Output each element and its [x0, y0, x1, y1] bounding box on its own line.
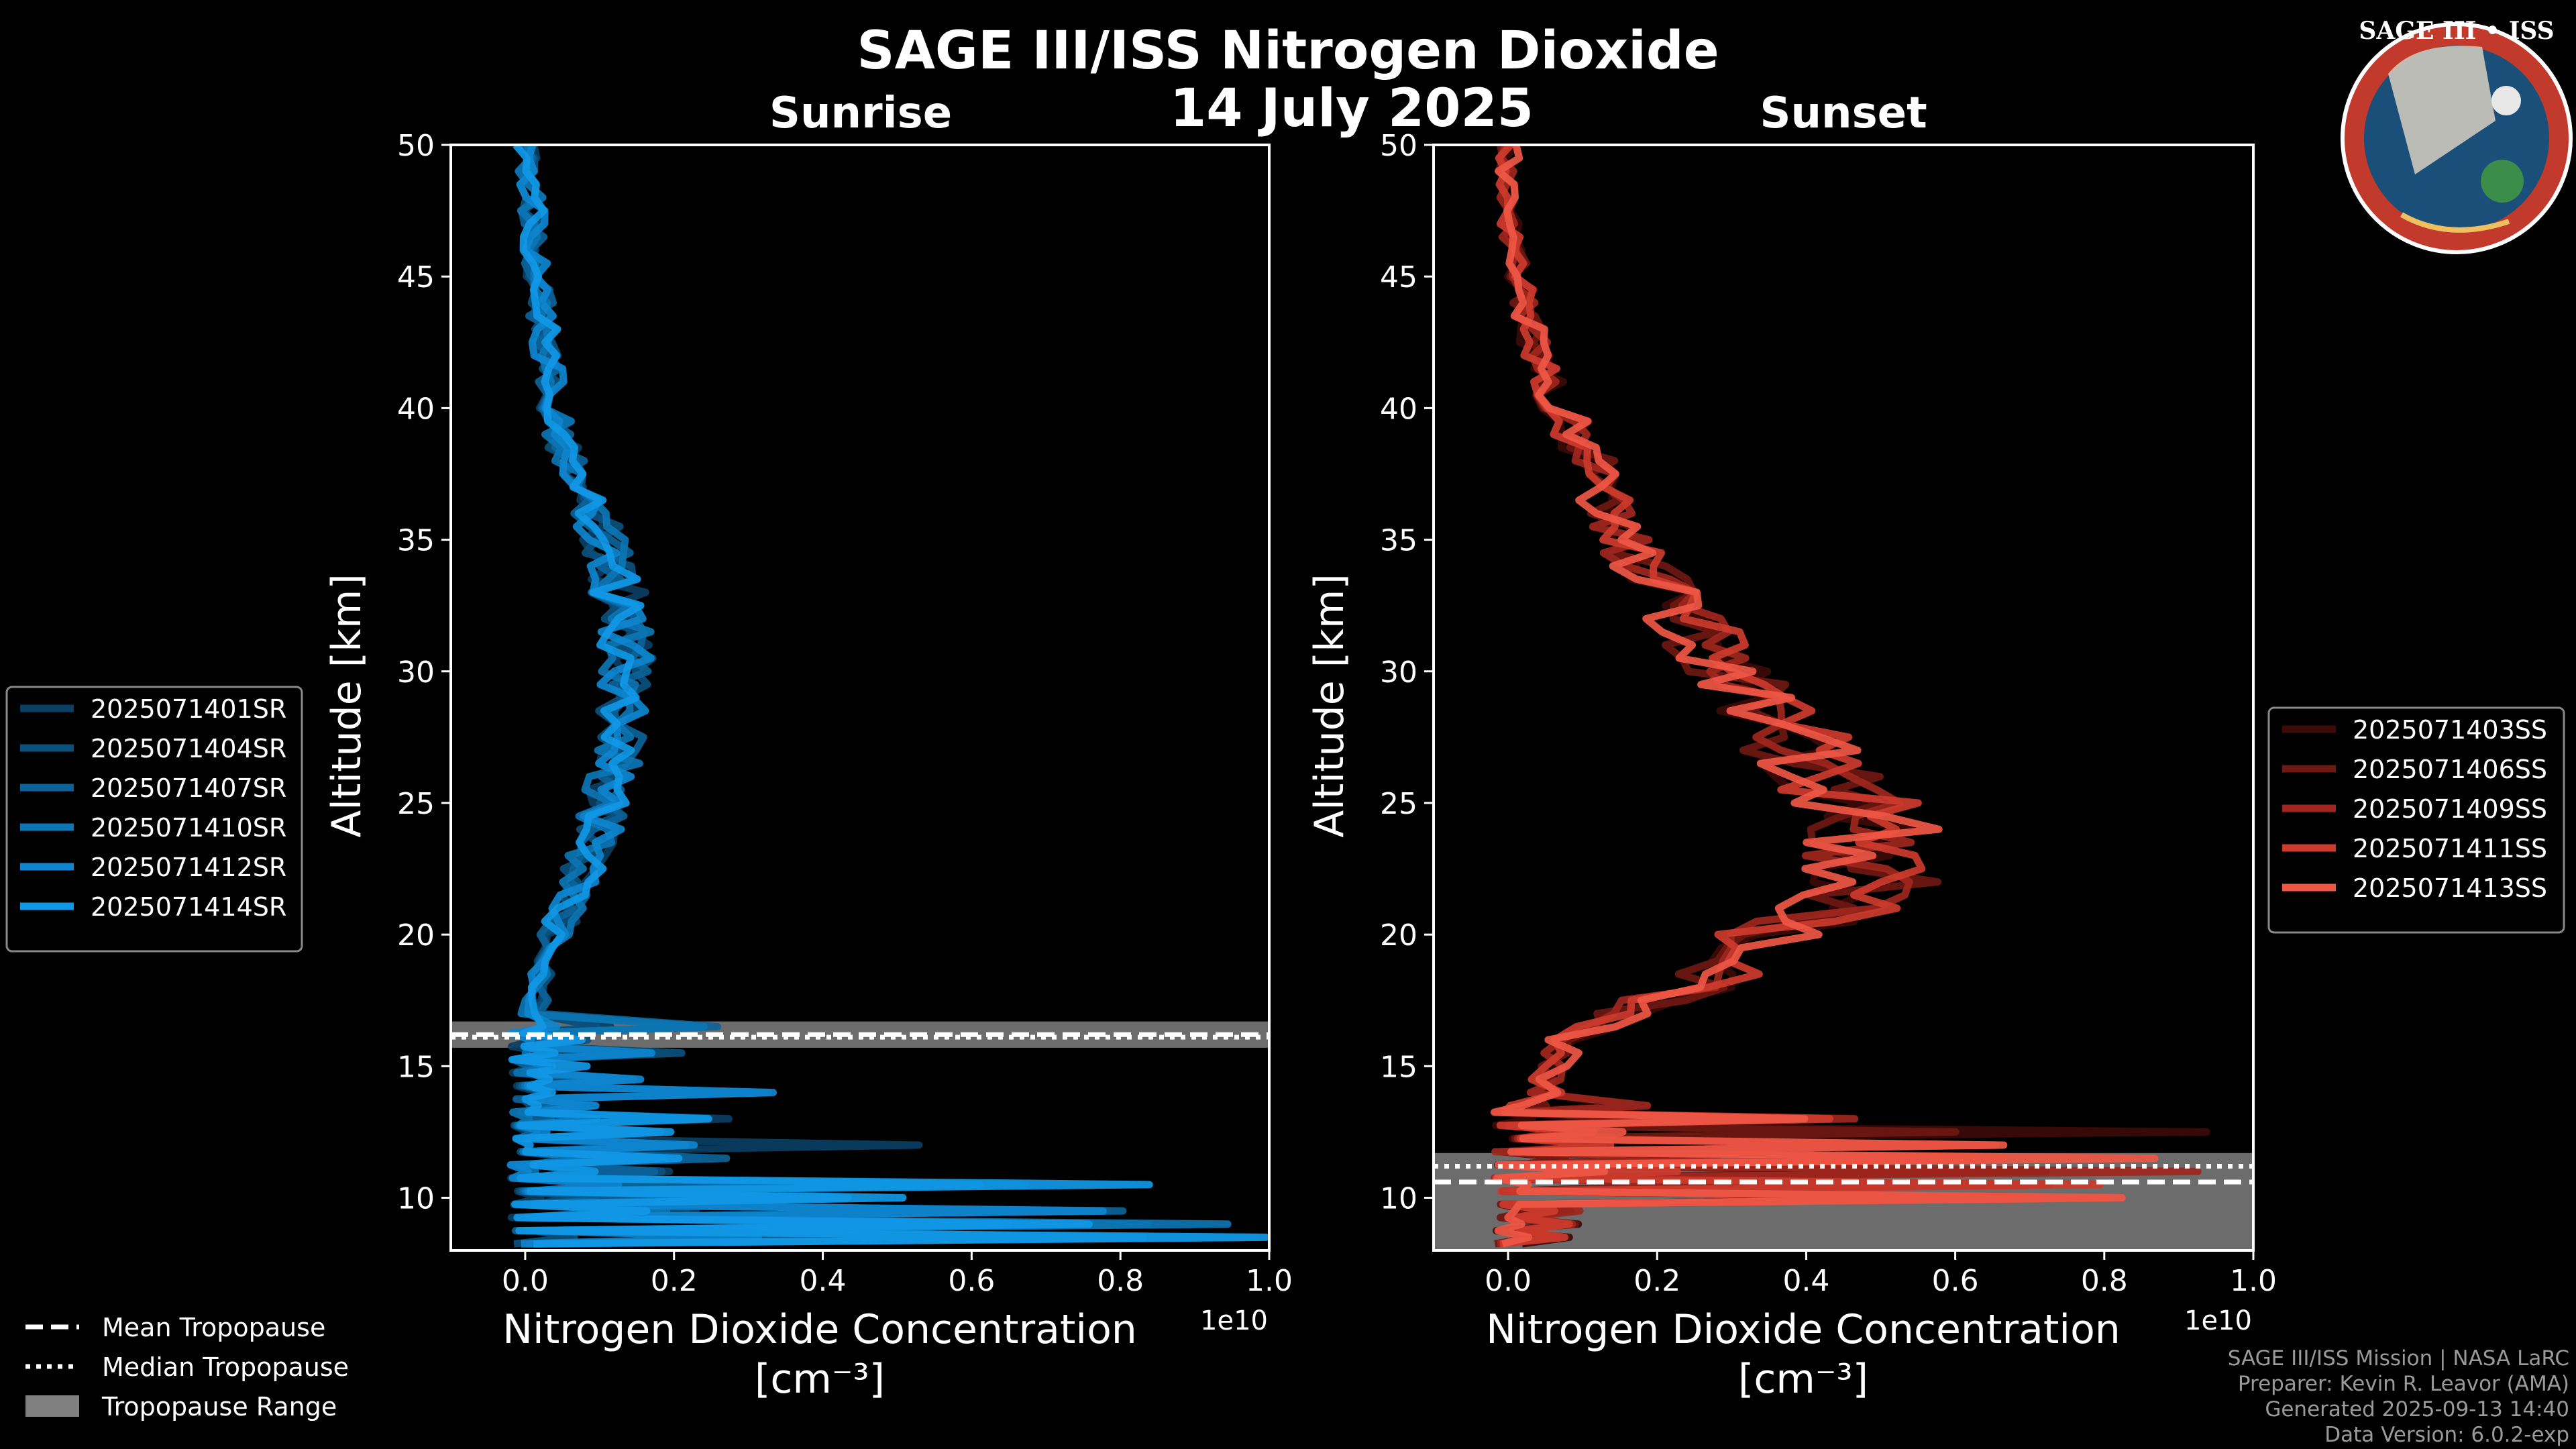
- sunset-ytick-label-3: 25: [1380, 787, 1417, 821]
- sunrise-legend-label-3: 2025071410SR: [91, 813, 286, 843]
- sunrise-legend-label-1: 2025071404SR: [91, 734, 286, 763]
- footer-line-1: SAGE III/ISS Mission | NASA LaRC: [2228, 1346, 2569, 1371]
- sunrise-axes-frame: [449, 144, 1271, 1252]
- sunset-series-legend: 2025071403SS 2025071406SS 2025071409SS 2025…: [2267, 706, 2565, 934]
- sunrise-ytick-label-8: 50: [397, 129, 435, 163]
- sunrise-xtick-label-2: 0.4: [800, 1264, 847, 1298]
- sunset-legend-label-0: 2025071403SS: [2353, 715, 2547, 745]
- sunrise-profile-2025071414SR: [508, 145, 1269, 1248]
- sunrise-legend-label-5: 2025071414SR: [91, 892, 286, 922]
- sunset-profile-2025071411SS: [1492, 145, 2111, 1248]
- tropopause-range-swatch: [25, 1395, 79, 1417]
- sunrise-series-legend: 2025071401SR 2025071404SR 2025071407SR 2025…: [5, 686, 303, 953]
- sunrise-ytick-label-2: 20: [397, 918, 435, 953]
- sunset-xtick-label-0: 0.0: [1485, 1264, 1532, 1298]
- sunrise-xlabel: Nitrogen Dioxide Concentration: [502, 1306, 1137, 1353]
- sunrise-xtick-label-4: 0.8: [1097, 1264, 1144, 1298]
- sunset-ytick-label-8: 50: [1380, 129, 1417, 163]
- sunrise-xtick-label-0: 0.0: [502, 1264, 549, 1298]
- sunrise-ytick-label-6: 40: [397, 392, 435, 426]
- tropopause-legend: Mean Tropopause Median Tropopause Tropop…: [25, 1313, 349, 1421]
- sunset-ytick-label-0: 10: [1380, 1182, 1417, 1216]
- sunset-x-multiplier: 1e10: [2184, 1305, 2252, 1336]
- sunset-xtick-label-1: 0.2: [1633, 1264, 1680, 1298]
- figure-date: 14 July 2025: [1170, 78, 1534, 139]
- sunset-ytick-label-5: 35: [1380, 524, 1417, 558]
- logo-text: SAGE III • ISS: [2359, 17, 2554, 45]
- sunset-title: Sunset: [1760, 89, 1927, 138]
- figure-title: SAGE III/ISS Nitrogen Dioxide: [857, 21, 1719, 81]
- sunset-ytick-label-2: 20: [1380, 918, 1417, 953]
- sunset-profile-2025071403SS: [1492, 145, 2210, 1248]
- sunset-panel: Sunset 0.0 0.2 0.4 0.6 0.8 1.0 10 15 20 25 30 35 40 45…: [1306, 89, 2565, 1403]
- sunset-axes-frame: [1432, 144, 2255, 1252]
- sunrise-ytick-label-5: 35: [397, 524, 435, 558]
- sage-iii-iss-logo: SAGE III • ISS: [2341, 17, 2573, 254]
- sunrise-x-multiplier: 1e10: [1200, 1305, 1268, 1336]
- sunrise-panel: Sunrise 0.0 0.2 0.4 0.6 0.8 1.0 10 15 20 25 30 35 40 4…: [5, 89, 1293, 1403]
- sunset-xunit: [cm⁻³]: [1738, 1356, 1868, 1403]
- sunrise-xtick-label-1: 0.2: [651, 1264, 698, 1298]
- sunset-legend-label-1: 2025071406SS: [2353, 755, 2547, 784]
- sunset-profile-2025071409SS: [1491, 145, 2202, 1248]
- sunrise-ytick-label-3: 25: [397, 787, 435, 821]
- sunrise-title: Sunrise: [769, 89, 952, 138]
- sunset-xtick-label-2: 0.4: [1782, 1264, 1829, 1298]
- sunset-ytick-label-6: 40: [1380, 392, 1417, 426]
- footer-line-4: Data Version: 6.0.2-exp: [2324, 1423, 2569, 1447]
- sunrise-xtick-label-3: 0.6: [948, 1264, 995, 1298]
- sunrise-legend-label-2: 2025071407SR: [91, 773, 286, 803]
- sunrise-xunit: [cm⁻³]: [755, 1356, 885, 1403]
- sunset-xlabel: Nitrogen Dioxide Concentration: [1486, 1306, 2121, 1353]
- mean-tropopause-label: Mean Tropopause: [102, 1313, 325, 1342]
- sunset-legend-label-2: 2025071409SS: [2353, 794, 2547, 824]
- footer-line-2: Preparer: Kevin R. Leavor (AMA): [2238, 1372, 2569, 1396]
- sunset-legend-label-3: 2025071411SS: [2353, 834, 2547, 863]
- sunrise-ytick-label-7: 45: [397, 260, 435, 294]
- sunrise-legend-label-4: 2025071412SR: [91, 853, 286, 882]
- sunset-legend-label-4: 2025071413SS: [2353, 873, 2547, 903]
- sunrise-ylabel: Altitude [km]: [323, 574, 370, 838]
- sunset-profile-2025071413SS: [1491, 145, 2159, 1248]
- sunrise-ytick-label-4: 30: [397, 655, 435, 690]
- sunset-ylabel: Altitude [km]: [1306, 574, 1353, 838]
- sunrise-profile-2025071412SR: [506, 145, 1107, 1248]
- sunset-xtick-label-4: 0.8: [2081, 1264, 2128, 1298]
- sunset-legend-box: [2267, 706, 2565, 934]
- footer: SAGE III/ISS Mission | NASA LaRC Prepare…: [2228, 1346, 2569, 1447]
- footer-line-3: Generated 2025-09-13 14:40: [2265, 1397, 2569, 1421]
- sunset-ytick-label-1: 15: [1380, 1050, 1417, 1084]
- median-tropopause-label: Median Tropopause: [102, 1352, 349, 1382]
- sunset-plot-area: [1434, 145, 2253, 1250]
- sunrise-ytick-label-0: 10: [397, 1182, 435, 1216]
- sunset-ytick-label-7: 45: [1380, 260, 1417, 294]
- sunrise-plot-area: [451, 145, 1269, 1248]
- tropopause-range-label: Tropopause Range: [101, 1392, 337, 1421]
- sunrise-xtick-label-5: 1.0: [1246, 1264, 1293, 1298]
- sunrise-legend-label-0: 2025071401SR: [91, 694, 286, 724]
- sunset-xtick-label-3: 0.6: [1932, 1264, 1979, 1298]
- sunset-xtick-label-5: 1.0: [2230, 1264, 2277, 1298]
- sunrise-ytick-label-1: 15: [397, 1050, 435, 1084]
- sunrise-legend-box: [5, 686, 303, 953]
- sunset-ytick-label-4: 30: [1380, 655, 1417, 690]
